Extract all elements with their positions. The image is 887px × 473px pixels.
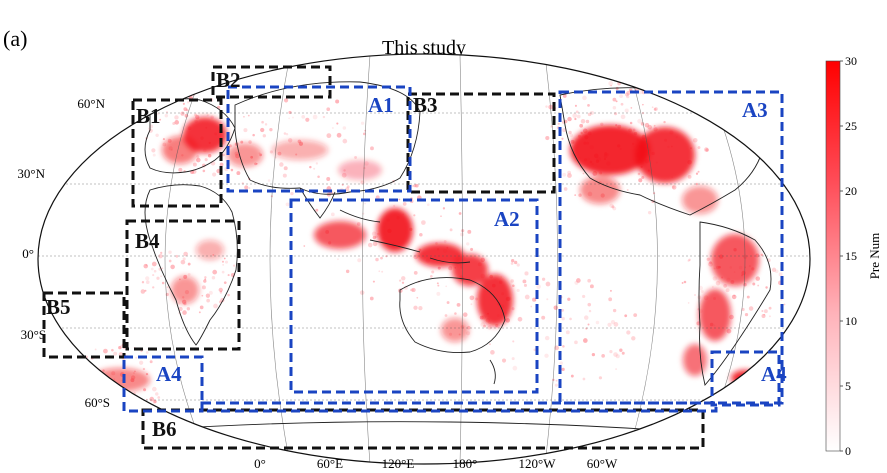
region-label-a4-right: A4 — [761, 362, 787, 386]
latitude-labels: 60°N 30°N 0° 30°S 60°S — [17, 96, 110, 410]
lat-label: 30°N — [17, 166, 45, 181]
colorbar-gradient — [825, 60, 841, 452]
colorbar-tick-label: 5 — [845, 379, 851, 393]
panel-label: (a) — [3, 26, 27, 51]
region-label-b4: B4 — [135, 229, 160, 253]
region-box-b1 — [131, 98, 223, 208]
lon-label: 180° — [453, 456, 478, 471]
region-label-a3: A3 — [742, 98, 768, 122]
lon-label: 60°E — [317, 456, 343, 471]
region-box-b3 — [406, 92, 556, 194]
region-box-a4-left — [122, 355, 204, 413]
lon-label: 120°E — [382, 456, 415, 471]
region-box-a2 — [289, 198, 539, 394]
region-box-a4-band — [200, 401, 718, 413]
lat-label: 60°N — [77, 96, 105, 111]
map-title: This study — [382, 37, 466, 59]
lon-label: 120°W — [519, 456, 557, 471]
longitude-labels: 0° 60°E 120°E 180° 120°W 60°W — [254, 456, 618, 471]
region-label-b3: B3 — [413, 93, 438, 117]
colorbar-tick-label: 20 — [845, 184, 857, 198]
region-box-b5 — [42, 291, 126, 359]
lat-label: 0° — [22, 246, 34, 261]
region-box-b2 — [211, 65, 332, 99]
colorbar-tick-label: 0 — [845, 444, 851, 458]
globe-outline — [37, 53, 811, 465]
region-label-a4-left: A4 — [156, 362, 182, 386]
region-label-b6: B6 — [152, 417, 177, 441]
lon-label: 60°W — [587, 456, 618, 471]
lon-label: 0° — [254, 456, 266, 471]
a-region-boxes — [122, 85, 784, 413]
colorbar-label: Pre Num — [867, 233, 882, 280]
colorbar-tick-label: 25 — [845, 119, 857, 133]
region-label-b2: B2 — [216, 68, 241, 92]
colorbar-tick-label: 30 — [845, 54, 857, 68]
colorbar-tick-label: 10 — [845, 314, 857, 328]
region-label-a1: A1 — [368, 93, 394, 117]
globe — [38, 54, 810, 464]
region-box-b4 — [125, 219, 241, 351]
region-label-b5: B5 — [46, 295, 71, 319]
lat-label: 60°S — [85, 395, 110, 410]
region-label-b1: B1 — [136, 104, 161, 128]
region-box-a1 — [226, 85, 412, 193]
region-box-a4-right — [710, 350, 781, 407]
region-label-a2: A2 — [494, 207, 520, 231]
lat-label: 30°S — [21, 327, 46, 342]
colorbar-tick-label: 15 — [845, 249, 857, 263]
region-labels: B2 B1 B3 B4 B5 B6 A1 A2 A3 A4 A4 — [46, 68, 787, 441]
colorbar: 0 5 10 15 20 25 30 Pre Num — [825, 54, 882, 458]
